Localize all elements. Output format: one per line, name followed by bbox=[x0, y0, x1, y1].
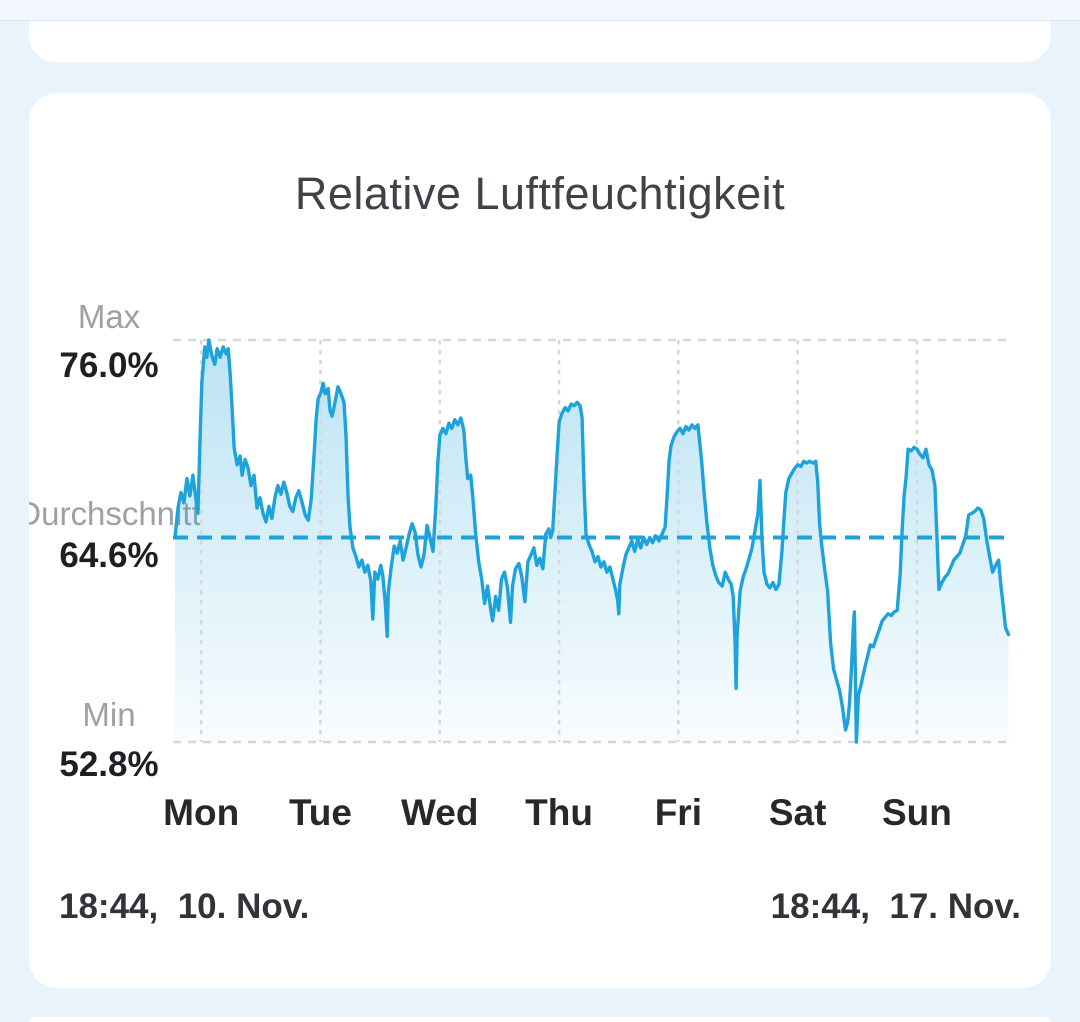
humidity-area-chart[interactable] bbox=[173, 338, 1011, 744]
x-axis-label-sun: Sun bbox=[881, 792, 952, 833]
x-axis-label-mon: Mon bbox=[163, 792, 240, 833]
x-axis-labels: Mon Tue Wed Thu Fri Sat Sun bbox=[163, 789, 1010, 837]
x-axis-label-thu: Thu bbox=[525, 792, 593, 833]
chart-title: Relative Luftfeuchtigkeit bbox=[294, 168, 786, 219]
status-area bbox=[0, 0, 1080, 21]
x-axis-label-sat: Sat bbox=[768, 792, 827, 833]
previous-card-bottom bbox=[29, 21, 1051, 62]
y-axis-min-value: 52.8% bbox=[59, 745, 159, 784]
range-end-timestamp: 18:44, 17. Nov. bbox=[770, 887, 1021, 926]
time-range-footer: 18:44, 10. Nov. 18:44, 17. Nov. bbox=[29, 883, 1051, 931]
humidity-chart-plot[interactable] bbox=[173, 338, 1011, 744]
humidity-line bbox=[173, 338, 1011, 744]
range-start-timestamp: 18:44, 10. Nov. bbox=[59, 887, 310, 926]
x-axis-label-tue: Tue bbox=[288, 792, 352, 833]
humidity-area-fill bbox=[175, 340, 1009, 742]
x-axis-label-fri: Fri bbox=[654, 792, 702, 833]
humidity-chart-card: Relative Luftfeuchtigkeit Max 76.0% Durc… bbox=[29, 93, 1051, 988]
y-axis-max-label: Max bbox=[77, 298, 141, 335]
next-card-top bbox=[29, 1017, 1051, 1022]
x-axis-label-wed: Wed bbox=[401, 792, 479, 833]
